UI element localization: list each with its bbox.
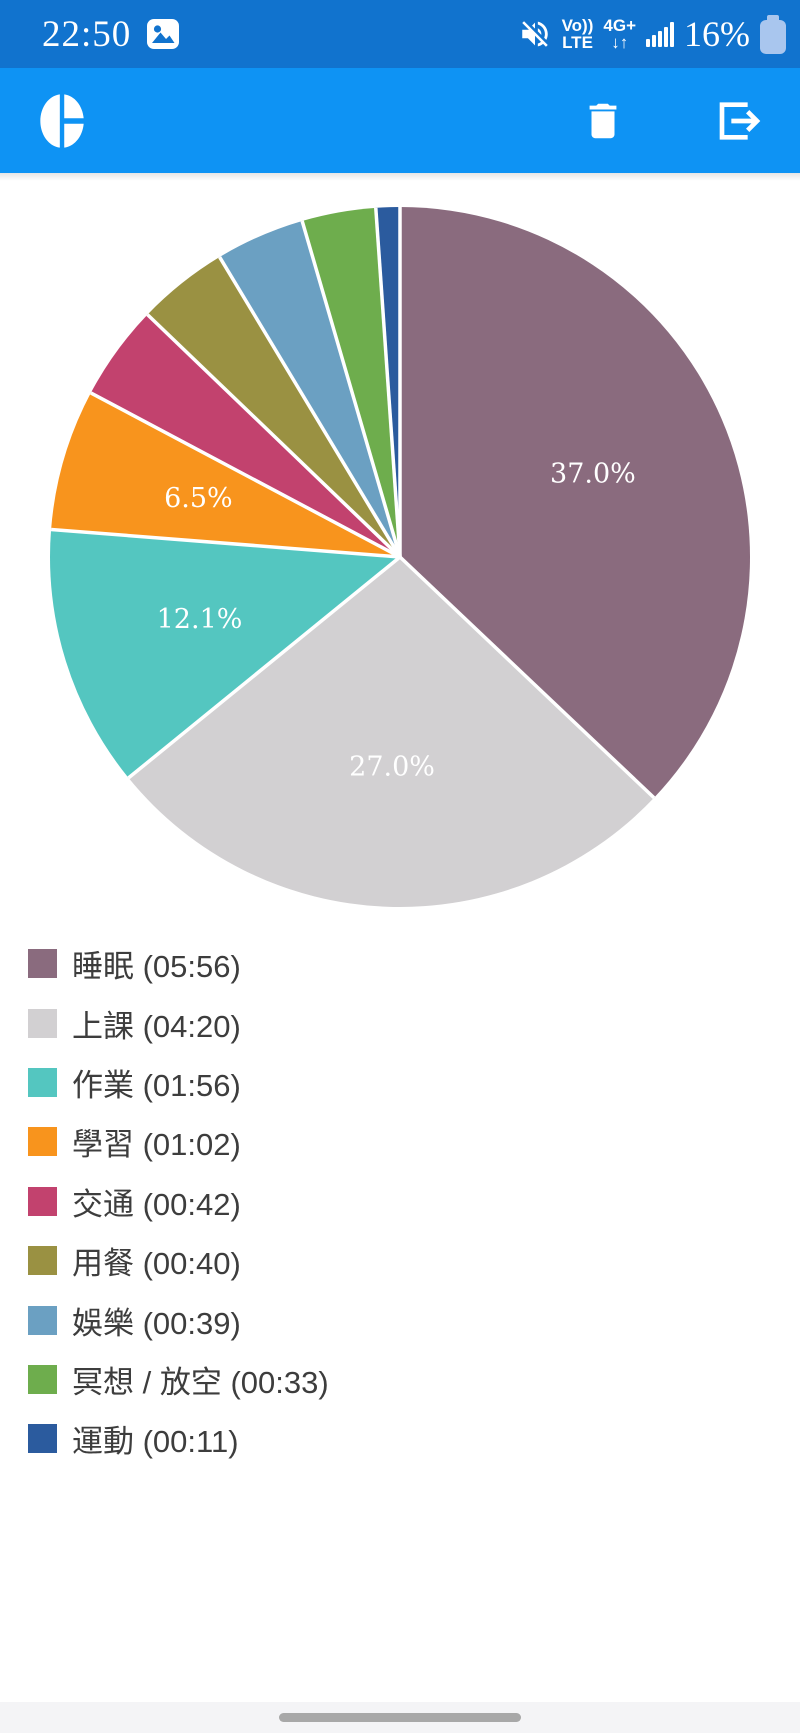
pie-slice-6[interactable] [219,220,400,558]
legend-label: 冥想 / 放空 (00:33) [72,1364,329,1400]
pie-slice-label: 27.0% [349,751,435,782]
clock: 22:50 [42,13,132,55]
pie-slice-label: 6.5% [164,483,233,514]
slice-separator [90,391,401,559]
pie-chart-svg: 37.0% 27.0% 12.1% 6.5% [50,207,750,907]
legend-item-5: 用餐 (00:40) [28,1231,329,1290]
legend-label: 睡眠 (05:56) [72,949,241,985]
slice-separator [398,555,656,800]
trash-icon[interactable] [580,96,626,146]
slice-separator [50,527,401,559]
pie-slice-2[interactable] [50,529,401,778]
legend-item-4: 交通 (00:42) [28,1172,329,1231]
legend-label: 學習 (01:02) [72,1127,241,1163]
gesture-nav-strip [0,1702,800,1733]
slice-separator [218,256,402,558]
legend-item-6: 娛樂 (00:39) [28,1290,329,1349]
volte-indicator: Vo)) LTE [561,16,594,52]
legend-item-7: 冥想 / 放空 (00:33) [28,1350,329,1409]
legend-swatch [28,1067,57,1097]
battery-percent: 16% [684,14,750,54]
legend-swatch [28,1127,57,1157]
pie-slice-5[interactable] [147,257,400,557]
battery-icon [760,14,786,54]
slice-separator [127,555,402,780]
pie-slice-1[interactable] [128,557,655,907]
slice-separator [146,313,402,559]
pie-slice-0[interactable] [400,207,750,798]
pie-slice-4[interactable] [90,314,401,557]
legend-item-3: 學習 (01:02) [28,1112,329,1171]
pie-slice-3[interactable] [51,392,401,557]
legend-label: 上課 (04:20) [72,1008,241,1044]
legend-label: 用餐 (00:40) [72,1246,241,1282]
legend-swatch [28,1246,57,1276]
legend-item-2: 作業 (01:56) [28,1053,329,1112]
volume-off-icon [518,17,552,51]
legend-swatch [28,1364,57,1394]
legend-item-0: 睡眠 (05:56) [28,934,329,993]
network-indicator: 4G+ ↓↑ [603,16,636,52]
pie-slice-label: 12.1% [157,604,243,635]
legend-item-1: 上課 (04:20) [28,993,329,1052]
status-bar: 22:50 Vo)) LTE 4G+ ↓↑ [0,0,800,68]
legend-label: 交通 (00:42) [72,1186,241,1222]
signal-bars-icon [646,21,674,47]
slice-separator [300,220,402,558]
export-icon[interactable] [708,93,764,149]
image-icon [145,16,181,52]
legend-swatch [28,1186,57,1216]
legend-swatch [28,1008,57,1038]
gesture-nav-pill[interactable] [279,1713,521,1722]
legend-item-8: 運動 (00:11) [28,1409,329,1468]
legend-label: 娛樂 (00:39) [72,1305,241,1341]
slice-separator [374,207,402,558]
pie-slice-label: 37.0% [550,459,636,490]
legend-label: 作業 (01:56) [72,1067,241,1103]
legend-label: 運動 (00:11) [72,1424,239,1460]
legend-swatch [28,1305,57,1335]
legend: 睡眠 (05:56) 上課 (04:20) 作業 (01:56) 學習 (01:02)… [28,934,329,1469]
app-bar [0,68,800,181]
pie-chart-icon[interactable] [36,89,88,153]
legend-swatch [28,1424,57,1454]
legend-swatch [28,949,57,979]
